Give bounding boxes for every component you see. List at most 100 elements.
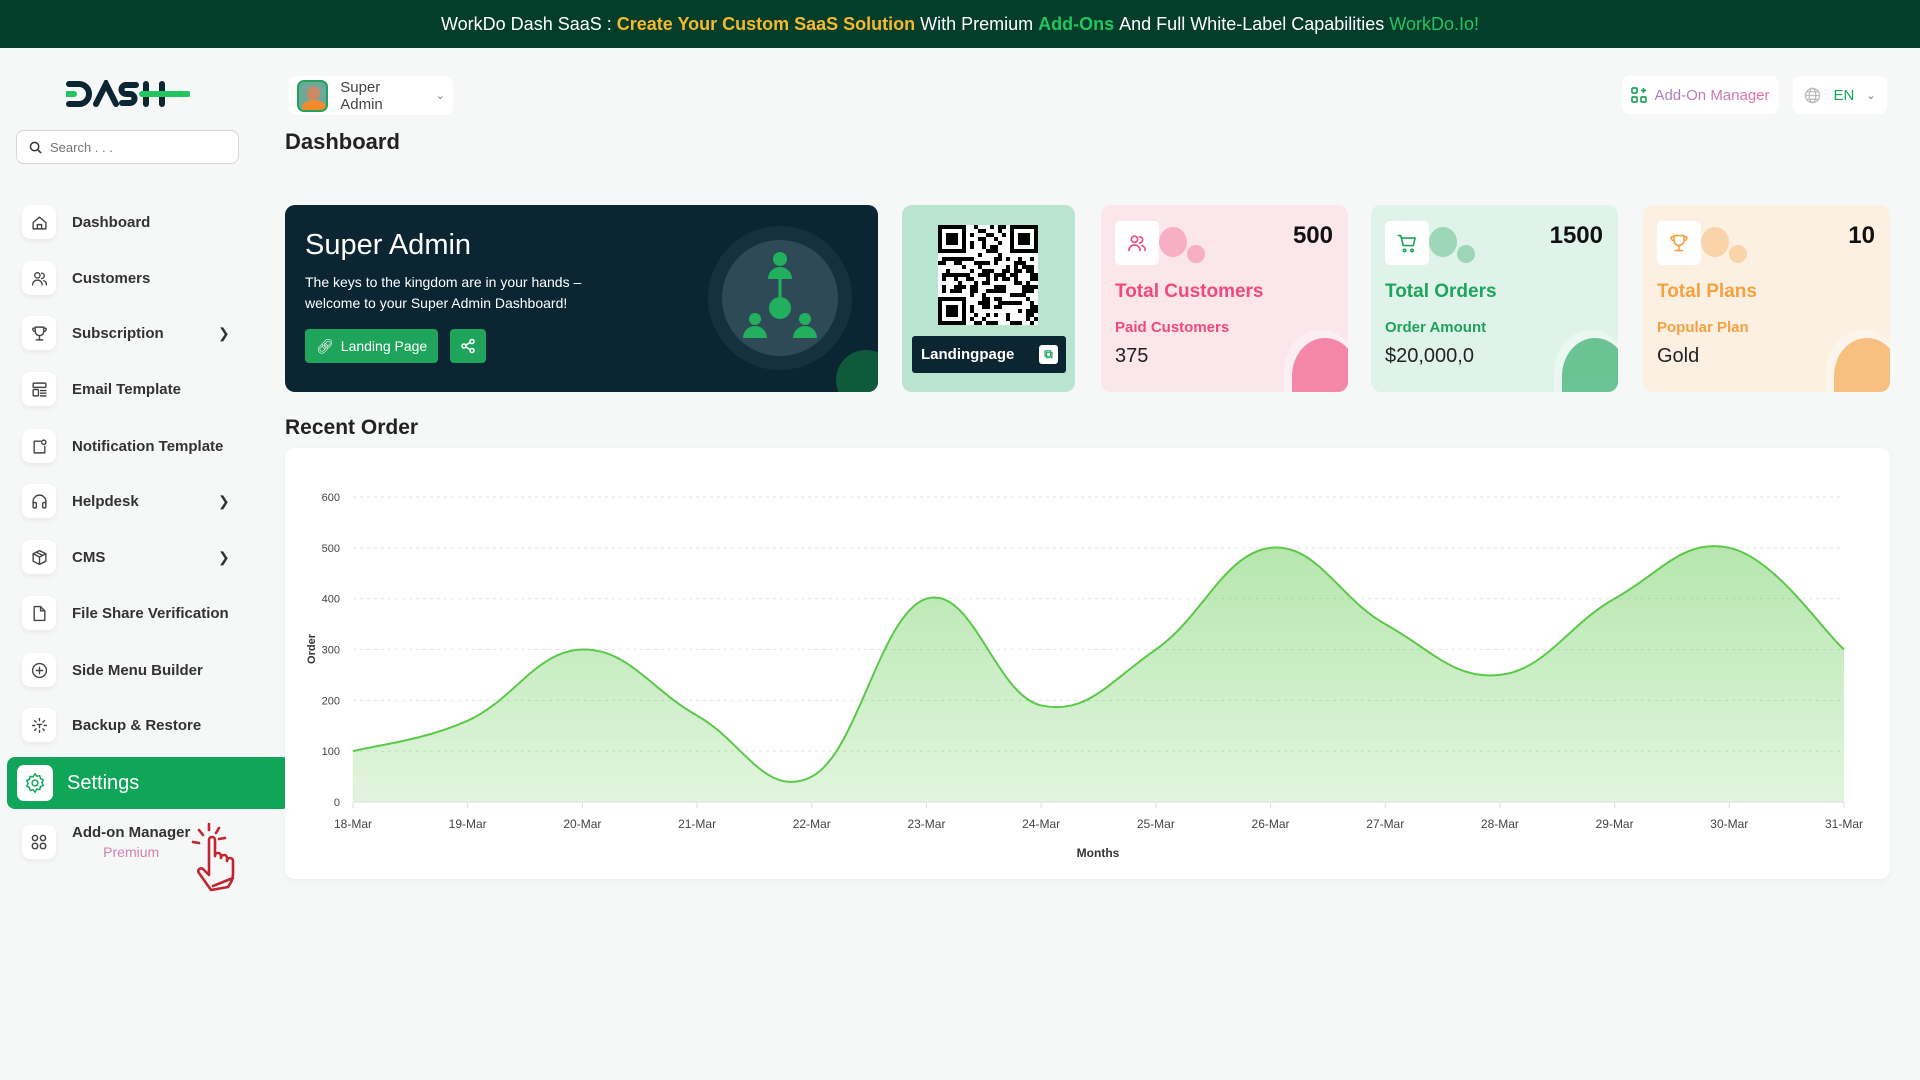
stat-count: 10 <box>1848 222 1875 249</box>
qr-label-text: Landingpage <box>921 346 1015 363</box>
decor-dot <box>1429 227 1457 257</box>
x-tick-label: 26-Mar <box>1252 817 1290 831</box>
language-dropdown[interactable]: EN ⌄ <box>1793 76 1887 114</box>
sidebar-item-email-template[interactable]: Email Template <box>22 368 232 410</box>
stat-value: 375 <box>1115 345 1149 367</box>
trophy-icon <box>1657 221 1701 265</box>
stat-card-total-customers: 500 Total Customers Paid Customers 375 <box>1101 205 1348 392</box>
user-name: Super Admin <box>340 78 383 113</box>
banner-prefix: WorkDo Dash SaaS : <box>441 13 612 34</box>
sidebar-item-cms[interactable]: CMS ❯ <box>22 536 232 578</box>
sidebar-item-helpdesk[interactable]: Helpdesk ❯ <box>22 480 232 522</box>
sidebar-item-dashboard[interactable]: Dashboard <box>22 201 232 243</box>
x-tick-label: 25-Mar <box>1137 817 1175 831</box>
qr-code[interactable] <box>938 225 1038 325</box>
chevron-right-icon: ❯ <box>218 492 230 509</box>
sidebar-item-label: Email Template <box>72 380 181 398</box>
y-tick-label: 600 <box>322 492 340 504</box>
y-axis-label: Order <box>306 633 318 664</box>
x-tick-label: 19-Mar <box>449 817 487 831</box>
language-value: EN <box>1833 86 1855 104</box>
stat-subtitle: Order Amount <box>1385 319 1487 336</box>
banner-text: With Premium <box>920 13 1034 34</box>
stat-count: 1500 <box>1549 222 1603 249</box>
welcome-card: Super Admin The keys to the kingdom are … <box>285 205 878 392</box>
chevron-right-icon: ❯ <box>218 548 230 565</box>
sidebar-item-backup-restore[interactable]: Backup & Restore <box>22 704 232 746</box>
chevron-right-icon: ❯ <box>218 324 230 341</box>
page-title: Dashboard <box>285 129 400 154</box>
decor-dot <box>1701 227 1729 257</box>
stat-title: Total Orders <box>1385 281 1497 302</box>
qr-landing-label: Landingpage ⧉ <box>912 336 1066 373</box>
x-tick-label: 31-Mar <box>1825 817 1863 831</box>
y-tick-label: 0 <box>334 797 340 809</box>
sidebar-item-label: Notification Template <box>72 437 224 455</box>
landing-page-button[interactable]: 🔗︎ Landing Page <box>305 329 439 363</box>
banner-link[interactable]: WorkDo.Io! <box>1389 13 1479 34</box>
stat-count: 500 <box>1292 222 1333 249</box>
pointing-hand-icon <box>185 820 261 901</box>
sidebar-item-addon-manager[interactable]: Add-on Manager Premium <box>22 820 232 864</box>
stat-card-total-orders: 1500 Total Orders Order Amount $20,000,0 <box>1371 205 1618 392</box>
x-axis-label: Months <box>1077 846 1120 860</box>
x-tick-label: 29-Mar <box>1596 817 1634 831</box>
sidebar-item-label: Helpdesk <box>72 492 139 510</box>
decor-dot <box>1187 245 1205 263</box>
sidebar-item-customers[interactable]: Customers <box>22 257 232 299</box>
sidebar-item-settings[interactable]: Settings <box>7 757 290 809</box>
logo[interactable] <box>63 77 191 113</box>
x-tick-label: 20-Mar <box>563 817 601 831</box>
promo-banner: WorkDo Dash SaaS : Create Your Custom Sa… <box>0 0 1920 48</box>
home-icon <box>22 205 56 239</box>
apps-icon <box>22 825 56 859</box>
user-menu-dropdown[interactable]: Super Admin ⌄ <box>289 76 453 115</box>
avatar <box>297 79 329 112</box>
share-icon <box>461 338 475 354</box>
decor-blob <box>1834 338 1890 392</box>
stat-value: $20,000,0 <box>1385 345 1474 367</box>
x-tick-label: 30-Mar <box>1710 817 1748 831</box>
stat-subtitle: Paid Customers <box>1115 319 1230 336</box>
sidebar-item-subscription[interactable]: Subscription ❯ <box>22 312 232 354</box>
trophy-icon <box>22 316 56 350</box>
sidebar-item-label: Customers <box>72 269 151 287</box>
copy-icon[interactable]: ⧉ <box>1039 345 1058 364</box>
sidebar-item-notification-template[interactable]: Notification Template <box>22 425 232 467</box>
apps-add-icon <box>1631 87 1648 103</box>
sidebar-item-label: Settings <box>67 771 140 794</box>
users-icon <box>1115 221 1159 265</box>
decor-dot <box>1729 245 1747 263</box>
sidebar-item-label: CMS <box>72 548 106 566</box>
y-tick-label: 400 <box>322 594 340 606</box>
stat-card-total-plans: 10 Total Plans Popular Plan Gold <box>1643 205 1890 392</box>
banner-text-2: And Full White-Label Capabilities <box>1119 13 1385 34</box>
plus-circle-icon <box>22 653 56 687</box>
sidebar-item-label: Subscription <box>72 324 164 342</box>
search-icon <box>29 141 42 154</box>
series-line <box>352 545 1845 783</box>
banner-addons: Add-Ons <box>1038 13 1115 34</box>
chevron-down-icon: ⌄ <box>435 90 445 102</box>
y-tick-label: 100 <box>322 746 340 758</box>
chevron-down-icon: ⌄ <box>1866 89 1876 102</box>
notification-icon <box>22 429 56 463</box>
recent-order-chart: 0 100 200 300 400 500 600 18-Mar 19-Mar 20-Mar 21-… <box>306 492 1863 860</box>
x-tick-label: 28-Mar <box>1481 817 1519 831</box>
search-box[interactable] <box>16 130 239 164</box>
sidebar-item-side-menu-builder[interactable]: Side Menu Builder <box>22 649 232 691</box>
sidebar-item-label: File Share Verification <box>72 604 229 622</box>
decor-dot <box>1159 227 1187 257</box>
sidebar-item-label: Side Menu Builder <box>72 661 203 679</box>
addon-manager-label: Add-On Manager <box>1654 86 1770 104</box>
x-tick-label: 23-Mar <box>907 817 945 831</box>
search-input[interactable] <box>50 139 220 155</box>
share-button[interactable] <box>450 329 487 363</box>
stat-subtitle: Popular Plan <box>1657 319 1749 336</box>
users-icon <box>22 261 56 295</box>
qr-card: Landingpage ⧉ <box>902 205 1075 392</box>
sidebar-item-label: Backup & Restore <box>72 716 202 734</box>
sidebar-item-file-share-verification[interactable]: File Share Verification <box>22 592 232 634</box>
landing-page-label: Landing Page <box>340 338 428 354</box>
addon-manager-button[interactable]: Add-On Manager <box>1622 76 1779 114</box>
